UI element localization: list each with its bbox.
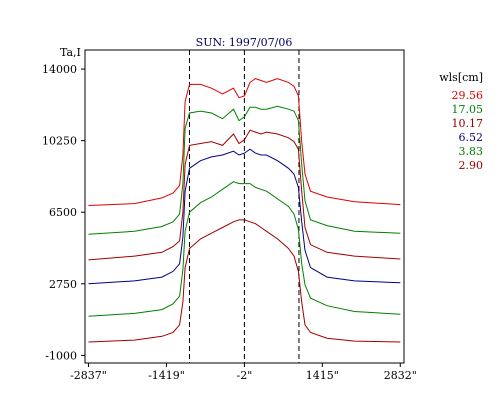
legend-item: 2.90 [459, 159, 484, 172]
reference-lines [189, 50, 300, 363]
series-line [88, 148, 401, 285]
legend-item: 17.05 [452, 103, 484, 116]
x-tick-label: -1419" [148, 369, 185, 382]
x-tick-label: -2837" [70, 369, 107, 382]
series-line [88, 78, 401, 206]
legend-item: 3.83 [459, 145, 484, 158]
x-tick-label: 1415" [306, 369, 339, 382]
y-axis-label: Ta,I [60, 46, 81, 59]
series-line [88, 181, 401, 317]
x-tick-label: 2832" [384, 369, 417, 382]
y-tick-label: -1000 [45, 349, 77, 362]
y-tick-label: 10250 [42, 135, 77, 148]
y-tick-label: 2750 [49, 278, 77, 291]
legend-item: 29.56 [452, 89, 484, 102]
series-group [88, 78, 401, 343]
x-axis: -2837" -1419" -2" 1415" 2832" [70, 363, 417, 382]
legend-item: 6.52 [459, 131, 484, 144]
legend-title: wls[cm] [439, 71, 483, 84]
chart-title: SUN: 1997/07/06 [196, 36, 293, 49]
y-axis: 14000 10250 6500 2750 -1000 [42, 63, 85, 362]
series-line [88, 219, 401, 343]
series-line [88, 129, 401, 261]
x-tick-label: -2" [236, 369, 252, 382]
y-tick-label: 6500 [49, 206, 77, 219]
series-line [88, 105, 401, 235]
y-tick-label: 14000 [42, 63, 77, 76]
legend-item: 10.17 [452, 117, 484, 130]
